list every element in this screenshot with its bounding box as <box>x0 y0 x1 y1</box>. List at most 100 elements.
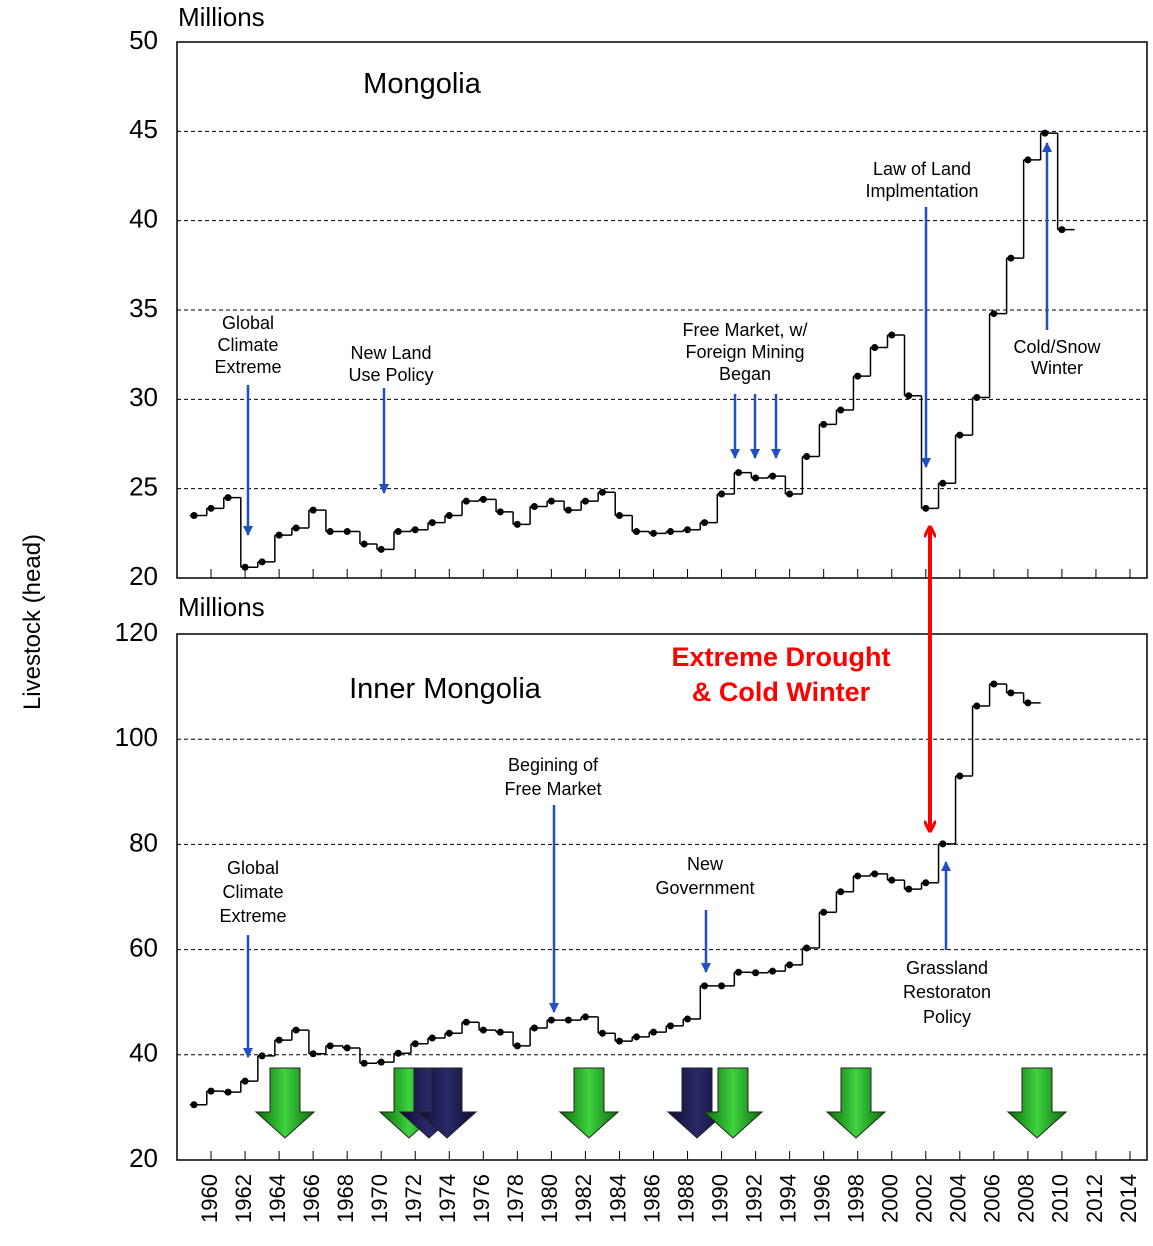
data-point <box>888 876 896 884</box>
data-point <box>615 1037 623 1045</box>
panel-title: Inner Mongolia <box>349 673 542 705</box>
annotation: Policy <box>923 1007 971 1027</box>
data-point <box>564 506 572 514</box>
y-tick-label: 20 <box>129 561 158 591</box>
data-point <box>922 504 930 512</box>
data-point <box>479 495 487 503</box>
data-point <box>649 1028 657 1036</box>
annotation: Global <box>227 858 279 878</box>
annotation: Foreign Mining <box>685 342 804 362</box>
data-point <box>428 519 436 527</box>
data-point <box>837 888 845 896</box>
x-tick-label: 1990 <box>707 1174 732 1223</box>
x-tick-label: 2010 <box>1048 1174 1073 1223</box>
y-tick-label: 50 <box>129 25 158 55</box>
data-point <box>326 528 334 536</box>
annotation: Global <box>222 313 274 333</box>
x-tick-label: 1980 <box>537 1174 562 1223</box>
data-point <box>513 520 521 528</box>
x-tick-label: 2006 <box>980 1174 1005 1223</box>
y-unit: Millions <box>178 592 265 622</box>
data-point <box>990 310 998 318</box>
x-tick-label: 1976 <box>469 1174 494 1223</box>
x-tick-label: 1960 <box>197 1174 222 1223</box>
data-point <box>905 885 913 893</box>
data-point <box>207 504 215 512</box>
data-point <box>224 494 232 502</box>
event-arrow <box>667 1067 727 1139</box>
data-point <box>581 1013 589 1021</box>
plot-frame <box>176 41 1148 579</box>
y-tick-label: 20 <box>129 1143 158 1173</box>
data-point <box>394 528 402 536</box>
data-point <box>564 1016 572 1024</box>
annotation: Free Market <box>504 779 601 799</box>
data-point <box>786 490 794 498</box>
data-point <box>309 506 317 514</box>
data-point <box>1041 129 1049 137</box>
data-point <box>360 540 368 548</box>
y-tick-label: 40 <box>129 1038 158 1068</box>
x-tick-label: 1982 <box>571 1174 596 1223</box>
annotation: & Cold Winter <box>692 677 871 707</box>
annotation: Begining of <box>508 755 599 775</box>
data-point <box>667 1022 675 1030</box>
data-point <box>1024 156 1032 164</box>
data-point <box>956 431 964 439</box>
data-point <box>190 511 198 519</box>
y-tick-label: 45 <box>129 114 158 144</box>
x-tick-label: 1964 <box>265 1174 290 1223</box>
data-point <box>888 331 896 339</box>
x-tick-label: 1962 <box>231 1174 256 1223</box>
annotation: Extreme <box>219 906 286 926</box>
y-tick-label: 60 <box>129 932 158 962</box>
data-point <box>462 1018 470 1026</box>
data-point <box>547 1016 555 1024</box>
data-point <box>462 497 470 505</box>
data-point <box>581 497 589 505</box>
data-point <box>411 526 419 534</box>
data-point <box>701 519 709 527</box>
y-tick-label: 40 <box>129 204 158 234</box>
x-tick-label: 1986 <box>639 1174 664 1223</box>
x-tick-label: 2008 <box>1014 1174 1039 1223</box>
data-point <box>241 1077 249 1085</box>
data-point <box>190 1101 198 1109</box>
panel-title: Mongolia <box>363 68 482 100</box>
y-tick-label: 25 <box>129 472 158 502</box>
data-point <box>1007 254 1015 262</box>
x-tick-label: 2014 <box>1116 1174 1141 1223</box>
x-tick-label: 1994 <box>775 1174 800 1223</box>
data-point <box>496 1028 504 1036</box>
data-point <box>735 968 743 976</box>
data-point <box>496 508 504 516</box>
annotation: Began <box>719 364 771 384</box>
data-point <box>428 1034 436 1042</box>
annotation: Restoraton <box>903 982 991 1002</box>
annotation: Implmentation <box>865 181 978 201</box>
data-point <box>360 1059 368 1067</box>
data-point <box>684 526 692 534</box>
data-point <box>735 469 743 477</box>
annotation: Extreme <box>214 357 281 377</box>
data-point <box>598 1029 606 1037</box>
annotation: Free Market, w/ <box>682 320 807 340</box>
data-point <box>939 479 947 487</box>
data-point <box>632 528 640 536</box>
data-point <box>530 503 538 511</box>
data-point <box>718 982 726 990</box>
data-point <box>445 1029 453 1037</box>
data-point <box>871 870 879 878</box>
data-point <box>956 772 964 780</box>
data-point <box>820 420 828 428</box>
data-point <box>939 840 947 848</box>
y-tick-label: 30 <box>129 382 158 412</box>
x-tick-label: 1996 <box>809 1174 834 1223</box>
x-tick-label: 1988 <box>673 1174 698 1223</box>
annotation: Law of Land <box>873 159 971 179</box>
data-point <box>820 908 828 916</box>
annotation: Cold/Snow <box>1013 337 1101 357</box>
annotation: Climate <box>217 335 278 355</box>
data-point <box>752 474 760 482</box>
y-tick-label: 35 <box>129 293 158 323</box>
